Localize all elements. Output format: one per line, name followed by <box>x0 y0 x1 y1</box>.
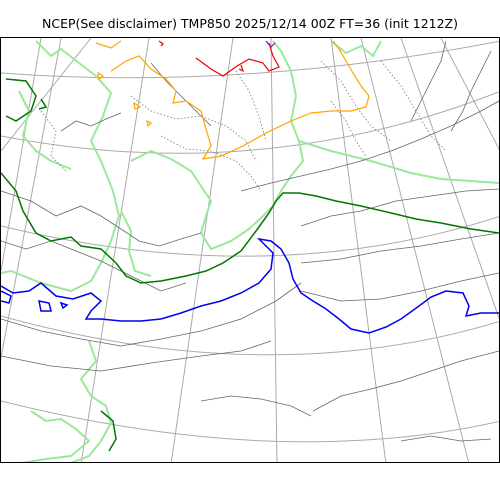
contour <box>300 272 499 302</box>
coast-segment <box>298 140 499 184</box>
isotherm-line <box>1 237 499 334</box>
isotherm-line <box>1 172 499 284</box>
isotherm-hot <box>158 40 280 77</box>
isotherm-line <box>97 71 105 81</box>
isotherm-line <box>1 290 12 304</box>
contour <box>1 240 187 292</box>
coast-segment <box>18 90 72 170</box>
isotherm-neg6 <box>1 78 499 452</box>
contour <box>312 350 499 412</box>
contour <box>300 188 499 227</box>
coast-segment <box>70 340 113 462</box>
graticule-meridians <box>1 38 499 462</box>
isotherm-line <box>158 40 164 47</box>
contour-dotted <box>235 70 267 142</box>
contour <box>1 340 272 372</box>
meridian <box>330 38 387 462</box>
contour <box>200 395 312 417</box>
isotherm-line <box>38 98 48 110</box>
isotherm-line <box>95 40 122 49</box>
contour <box>450 50 492 132</box>
isotherm-extreme <box>265 40 276 48</box>
contour <box>60 112 122 132</box>
coastlines <box>1 40 499 462</box>
meridian <box>360 38 470 462</box>
meridian <box>1 38 42 272</box>
coast-segment <box>20 410 91 462</box>
coast-segment <box>330 40 382 58</box>
isotherm-line <box>238 64 245 73</box>
isotherm-0 <box>1 237 499 334</box>
isotherm-line <box>195 42 280 77</box>
coast-segment <box>130 149 274 251</box>
contour-dotted <box>320 60 392 142</box>
parallel <box>1 40 499 79</box>
meridian <box>1 38 62 361</box>
isotherm-line <box>38 300 52 312</box>
map-canvas <box>1 38 499 462</box>
meridian <box>80 38 150 462</box>
contour <box>300 232 499 264</box>
meridian <box>440 38 499 151</box>
parallel <box>1 91 499 154</box>
isotherm-line <box>110 40 370 160</box>
contour <box>400 435 492 442</box>
meridian <box>170 38 234 462</box>
parallel <box>1 400 499 443</box>
isotherm-line <box>5 78 37 122</box>
meridian <box>400 38 499 320</box>
contour-dotted <box>160 135 262 192</box>
contour <box>410 40 447 122</box>
map-panel <box>0 37 500 463</box>
contour <box>240 100 499 192</box>
parallel <box>1 216 499 257</box>
isotherm-line <box>265 40 276 48</box>
coast-segment <box>120 210 152 277</box>
contours-dotted <box>40 60 447 192</box>
contour <box>1 190 202 247</box>
contour-dotted <box>380 60 447 152</box>
isotherm-line <box>133 101 142 110</box>
coast-segment <box>1 40 121 293</box>
contour-dotted <box>330 100 367 157</box>
meridian <box>270 38 278 462</box>
contours-solid <box>1 40 499 442</box>
chart-title: NCEP(See disclaimer) TMP850 2025/12/14 0… <box>41 16 458 31</box>
isotherm-line <box>100 410 117 452</box>
isotherm-line <box>59 301 69 310</box>
contour <box>1 282 302 347</box>
meridian <box>1 38 92 152</box>
isotherm-line <box>146 119 153 128</box>
contour-dotted <box>130 95 257 162</box>
coast-segment <box>272 40 305 207</box>
isotherm-warm <box>95 40 370 160</box>
parallel <box>1 315 499 356</box>
